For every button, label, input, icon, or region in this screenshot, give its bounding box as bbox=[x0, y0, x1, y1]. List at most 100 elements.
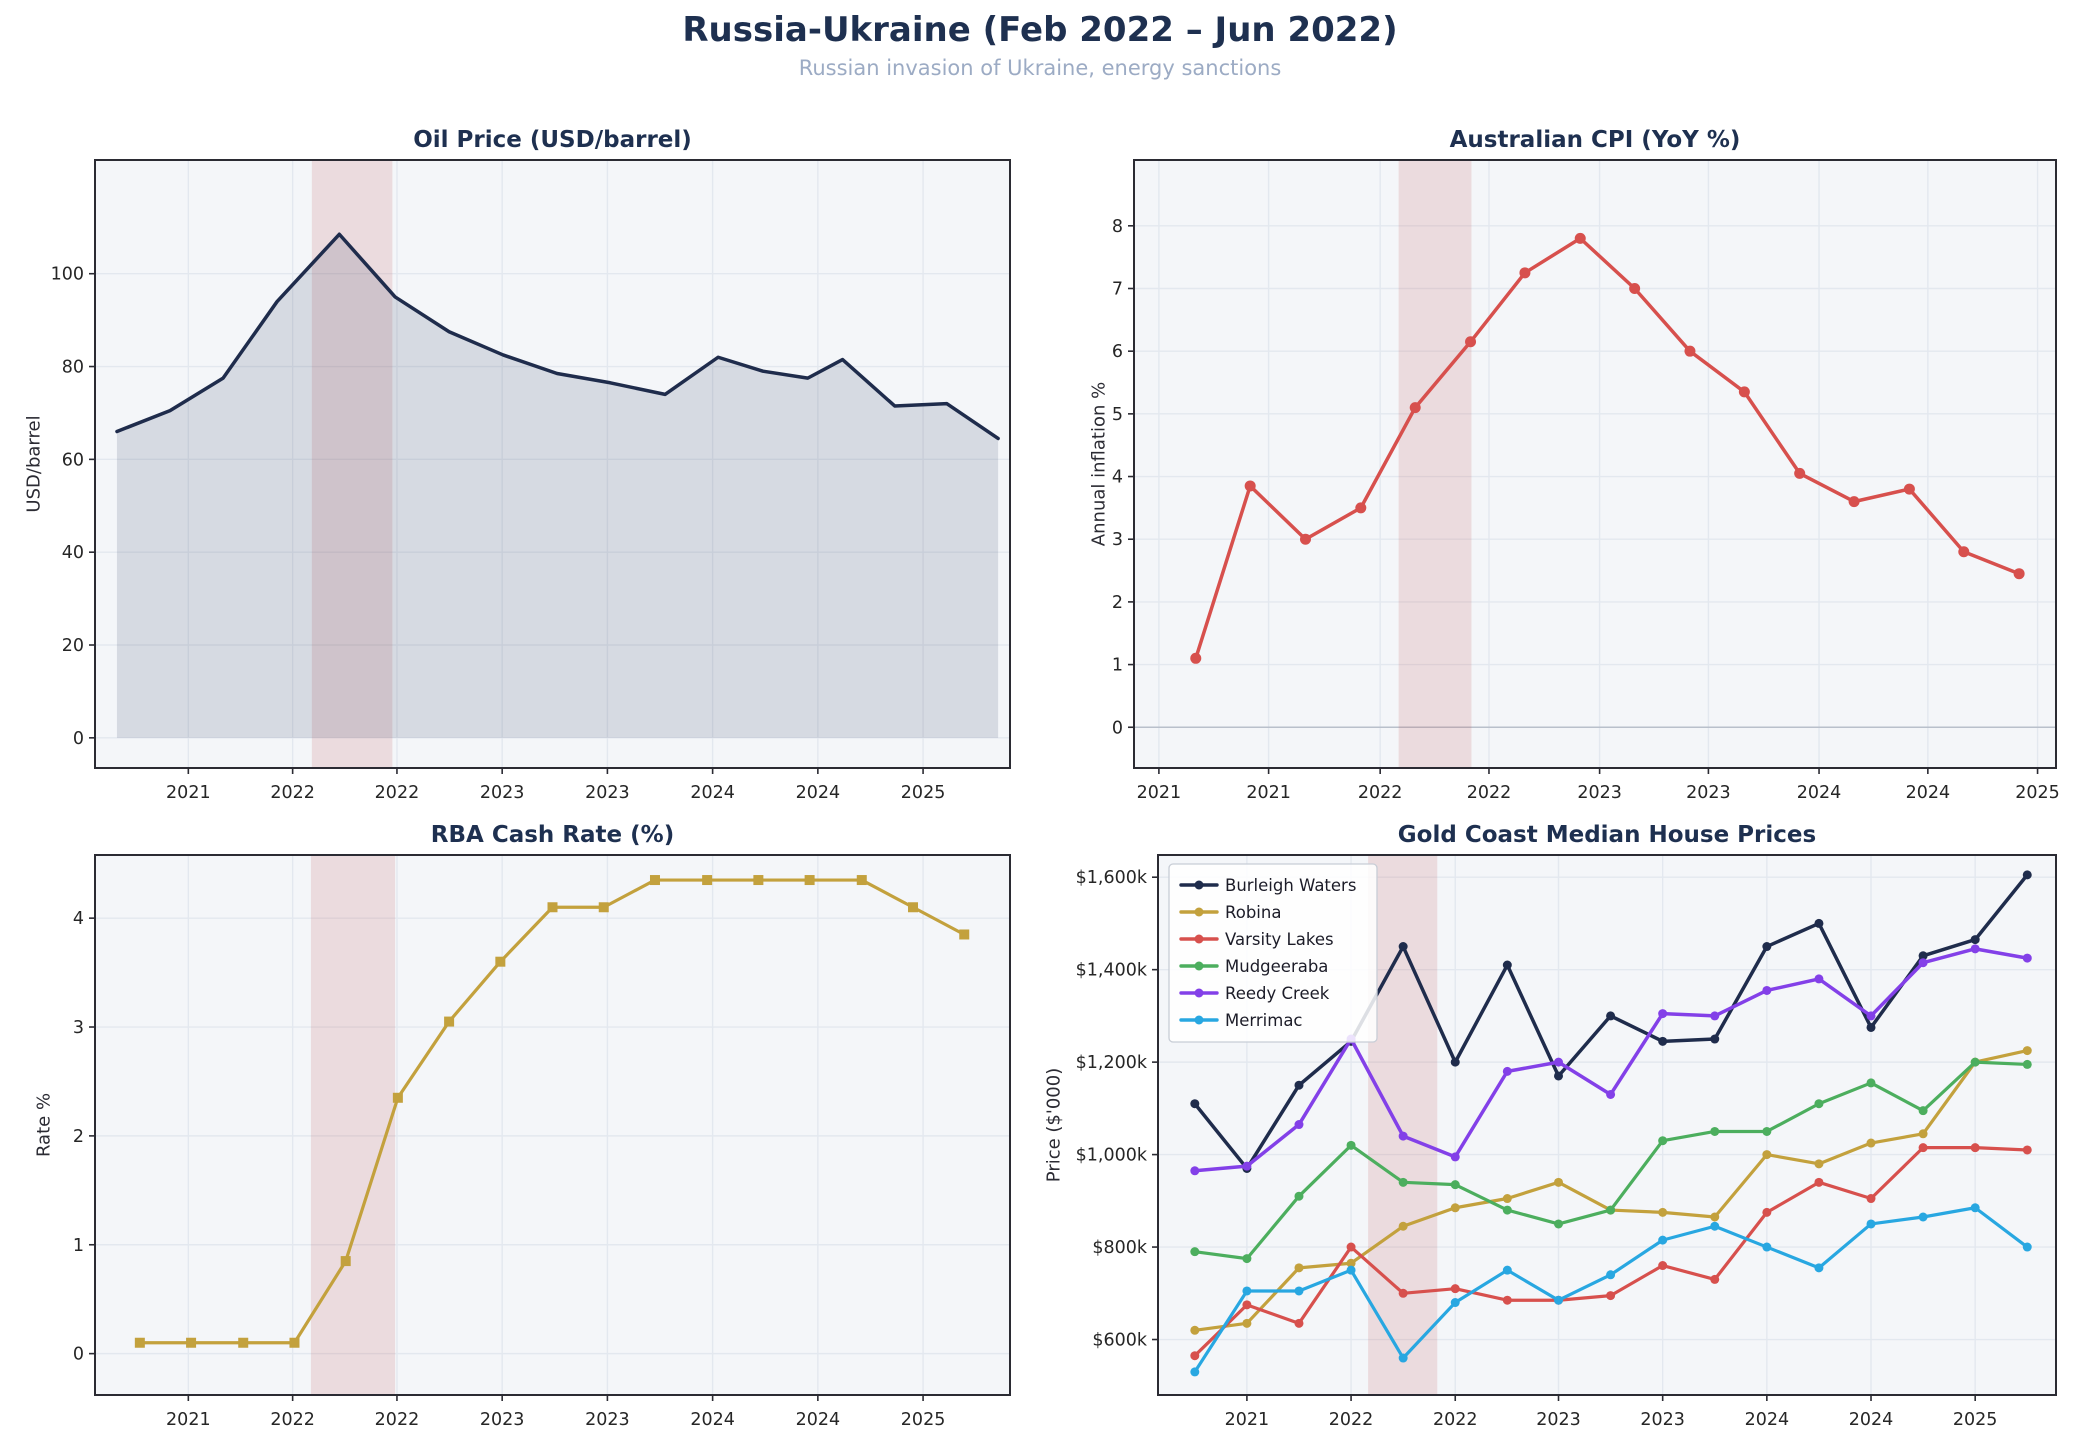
axis-ticks: 0 1 2 3 4 2021 2022 2022 2023 2023 2024 2024 2025 bbox=[73, 909, 945, 1430]
y-axis-label-oil: USD/barrel bbox=[23, 415, 45, 513]
x-tick-label: 2023 bbox=[1536, 1410, 1581, 1430]
chart-title-cpi: Australian CPI (YoY %) bbox=[1449, 127, 1741, 153]
y-tick-label: 0 bbox=[1112, 718, 1123, 738]
x-tick-label: 2024 bbox=[1797, 783, 1842, 803]
axis-ticks: $600k $800k $1,000k $1,200k $1,400k $1,600k 20… bbox=[1076, 868, 1998, 1430]
x-tick-label: 2023 bbox=[480, 783, 525, 803]
x-tick-label: 2025 bbox=[1953, 1410, 1998, 1430]
chart-title-oil: Oil Price (USD/barrel) bbox=[413, 127, 692, 153]
legend-marker-icon bbox=[1194, 1015, 1204, 1025]
plot-area bbox=[95, 160, 1010, 768]
y-tick-label: $1,000k bbox=[1076, 1146, 1148, 1166]
x-tick-label: 2023 bbox=[1686, 783, 1731, 803]
y-tick-label: 40 bbox=[62, 543, 84, 563]
gridlines bbox=[95, 160, 1010, 768]
legend-label: Mudgeeraba bbox=[1225, 957, 1328, 976]
x-tick-label: 2024 bbox=[1849, 1410, 1894, 1430]
legend-label: Merrimac bbox=[1225, 1011, 1303, 1030]
y-tick-label: $800k bbox=[1092, 1238, 1148, 1258]
legend-marker-icon bbox=[1194, 934, 1204, 944]
y-tick-label: 3 bbox=[1112, 530, 1123, 550]
y-tick-label: 1 bbox=[1112, 656, 1123, 676]
plot-border bbox=[94, 854, 1011, 1396]
figure-title: Russia-Ukraine (Feb 2022 – Jun 2022) bbox=[682, 10, 1398, 50]
x-tick-label: 2025 bbox=[901, 1410, 946, 1430]
series-markers-4 bbox=[1190, 944, 2032, 1176]
legend-label: Varsity Lakes bbox=[1225, 930, 1334, 949]
series-markers-5 bbox=[1190, 1203, 2032, 1377]
x-tick-label: 2022 bbox=[375, 1410, 420, 1430]
y-axis-label-cpi: Annual inflation % bbox=[1088, 381, 1110, 547]
chart-cpi: 0 1 2 3 4 5 6 7 8 2021 2021 2022 2022 2023 2023 2024 202… bbox=[1112, 159, 2060, 803]
y-tick-label: 3 bbox=[73, 1018, 84, 1038]
event-band bbox=[1398, 160, 1472, 768]
legend-marker-icon bbox=[1194, 961, 1204, 971]
axis-ticks: 0 20 40 60 80 100 2021 2022 2022 2023 2023 2024 2024… bbox=[51, 265, 946, 803]
chart-house: $600k $800k $1,000k $1,200k $1,400k $1,600k 20… bbox=[1076, 854, 2057, 1430]
x-tick-label: 2023 bbox=[480, 1410, 525, 1430]
series-line-0 bbox=[1194, 236, 2021, 661]
x-tick-label: 2023 bbox=[1577, 783, 1622, 803]
x-tick-label: 2021 bbox=[1137, 783, 1182, 803]
x-tick-label: 2021 bbox=[1225, 1410, 1270, 1430]
x-tick-label: 2024 bbox=[1745, 1410, 1790, 1430]
x-tick-label: 2021 bbox=[1246, 783, 1291, 803]
series-markers-0 bbox=[1190, 232, 2025, 664]
plot-border bbox=[94, 159, 1011, 769]
x-tick-label: 2022 bbox=[1467, 783, 1512, 803]
series-markers-0 bbox=[134, 875, 970, 1348]
plot-area bbox=[95, 855, 1010, 1395]
x-tick-label: 2022 bbox=[1433, 1410, 1478, 1430]
x-tick-label: 2021 bbox=[166, 783, 211, 803]
event-band bbox=[311, 160, 393, 768]
x-tick-label: 2024 bbox=[796, 783, 841, 803]
y-tick-label: $1,200k bbox=[1076, 1053, 1148, 1073]
y-tick-label: 7 bbox=[1112, 279, 1123, 299]
y-tick-label: $600k bbox=[1092, 1331, 1148, 1351]
legend-label: Burleigh Waters bbox=[1225, 876, 1356, 895]
y-tick-label: 5 bbox=[1112, 405, 1123, 425]
y-tick-label: 2 bbox=[1112, 593, 1123, 613]
legend: Burleigh Waters Robina Varsity Lakes Mudgee… bbox=[1168, 863, 1378, 1043]
plot-area bbox=[1134, 160, 2056, 768]
plot-border bbox=[1157, 854, 2057, 1396]
series-line-0 bbox=[115, 232, 1000, 441]
y-tick-label: 2 bbox=[73, 1127, 84, 1147]
y-tick-label: $1,600k bbox=[1076, 868, 1148, 888]
x-tick-label: 2022 bbox=[1329, 1410, 1374, 1430]
x-tick-label: 2024 bbox=[690, 783, 735, 803]
x-tick-label: 2023 bbox=[585, 1410, 630, 1430]
series-markers-0 bbox=[1190, 870, 2032, 1173]
y-tick-label: 60 bbox=[62, 450, 84, 470]
y-tick-label: 4 bbox=[1112, 468, 1123, 488]
y-tick-label: 8 bbox=[1112, 217, 1123, 237]
x-tick-label: 2022 bbox=[270, 1410, 315, 1430]
chart-rba: 0 1 2 3 4 2021 2022 2022 2023 2023 2024 2024 2025 bbox=[73, 854, 1011, 1430]
y-tick-label: 20 bbox=[62, 636, 84, 656]
y-tick-label: 6 bbox=[1112, 342, 1123, 362]
x-tick-label: 2023 bbox=[585, 783, 630, 803]
x-tick-label: 2022 bbox=[1358, 783, 1403, 803]
y-tick-label: 80 bbox=[62, 358, 84, 378]
legend-marker-icon bbox=[1194, 907, 1204, 917]
x-tick-label: 2023 bbox=[1640, 1410, 1685, 1430]
chart-title-house: Gold Coast Median House Prices bbox=[1397, 822, 1817, 848]
series-fill-0 bbox=[116, 234, 999, 738]
legend-label: Reedy Creek bbox=[1225, 984, 1330, 1003]
x-tick-label: 2022 bbox=[375, 783, 420, 803]
y-axis-label-house: Price ($'000) bbox=[1043, 1067, 1065, 1183]
y-tick-label: 1 bbox=[73, 1236, 84, 1256]
legend-marker-icon bbox=[1194, 880, 1204, 890]
y-tick-label: 0 bbox=[73, 1345, 84, 1365]
y-tick-label: 4 bbox=[73, 909, 84, 929]
x-tick-label: 2024 bbox=[1906, 783, 1951, 803]
y-axis-label-rba: Rate % bbox=[33, 1092, 55, 1158]
chart-oil: 0 20 40 60 80 100 2021 2022 2022 2023 2023 2024 2024… bbox=[51, 159, 1011, 803]
chart-title-rba: RBA Cash Rate (%) bbox=[430, 822, 675, 848]
y-tick-label: $1,400k bbox=[1076, 961, 1148, 981]
y-tick-label: 100 bbox=[51, 265, 84, 285]
x-tick-label: 2025 bbox=[901, 783, 946, 803]
plot-border bbox=[1133, 159, 2057, 769]
gridlines bbox=[95, 855, 1010, 1395]
